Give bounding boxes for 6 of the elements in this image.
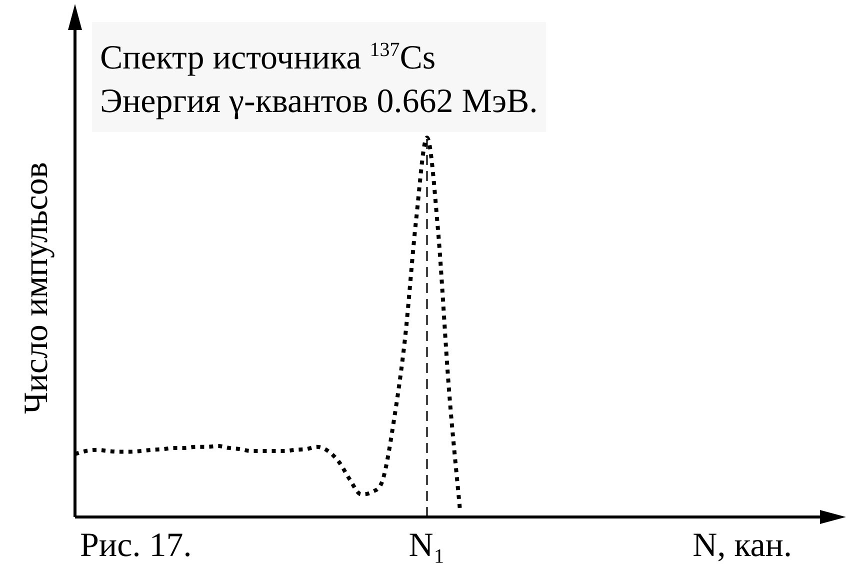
text: Рис. 17.	[80, 527, 192, 564]
x-axis-title: N, кан.	[692, 527, 792, 564]
chart-subtitle: Энергия γ-квантов 0.662 МэВ.	[100, 82, 538, 122]
y-axis-title: Число импульсов	[18, 162, 55, 414]
text: N₁	[408, 527, 446, 564]
chart-title: Спектр источника $^{137}$Cs	[100, 38, 437, 78]
